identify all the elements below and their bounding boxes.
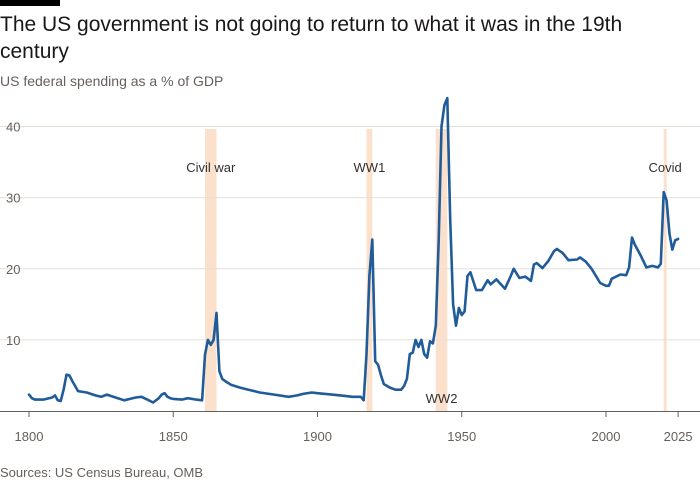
- chart-subtitle: US federal spending as a % of GDP: [0, 73, 224, 89]
- ft-topbar: [0, 0, 60, 6]
- y-tick-label: 40: [6, 120, 20, 135]
- x-tick-labels: 1800 1850 1900 1950 2000 2025: [15, 411, 693, 444]
- x-tick-label: 2025: [664, 429, 693, 444]
- event-band: [435, 129, 448, 411]
- source-note: Sources: US Census Bureau, OMB: [0, 465, 204, 480]
- y-tick-label: 20: [6, 262, 20, 277]
- x-tick-label: 1850: [159, 429, 188, 444]
- event-band: [663, 129, 667, 411]
- gridlines: [0, 126, 700, 412]
- event-label: WW1: [354, 160, 386, 175]
- chart-title: The US government is not going to return…: [0, 13, 623, 63]
- event-band: [204, 129, 217, 411]
- event-label: Civil war: [186, 160, 236, 175]
- series-line: [27, 96, 680, 404]
- x-tick-label: 1900: [303, 429, 332, 444]
- y-tick-label: 30: [6, 191, 20, 206]
- y-tick-labels: 10 20 30 40: [6, 120, 20, 348]
- x-tick-label: 2000: [592, 429, 621, 444]
- event-label: WW2: [426, 391, 458, 406]
- x-tick-label: 1800: [15, 429, 44, 444]
- x-tick-label: 1950: [447, 429, 476, 444]
- y-tick-label: 10: [6, 333, 20, 348]
- event-labels: Civil war WW1 WW2 Covid: [186, 160, 682, 406]
- event-label: Covid: [649, 160, 682, 175]
- event-bands: [204, 129, 667, 411]
